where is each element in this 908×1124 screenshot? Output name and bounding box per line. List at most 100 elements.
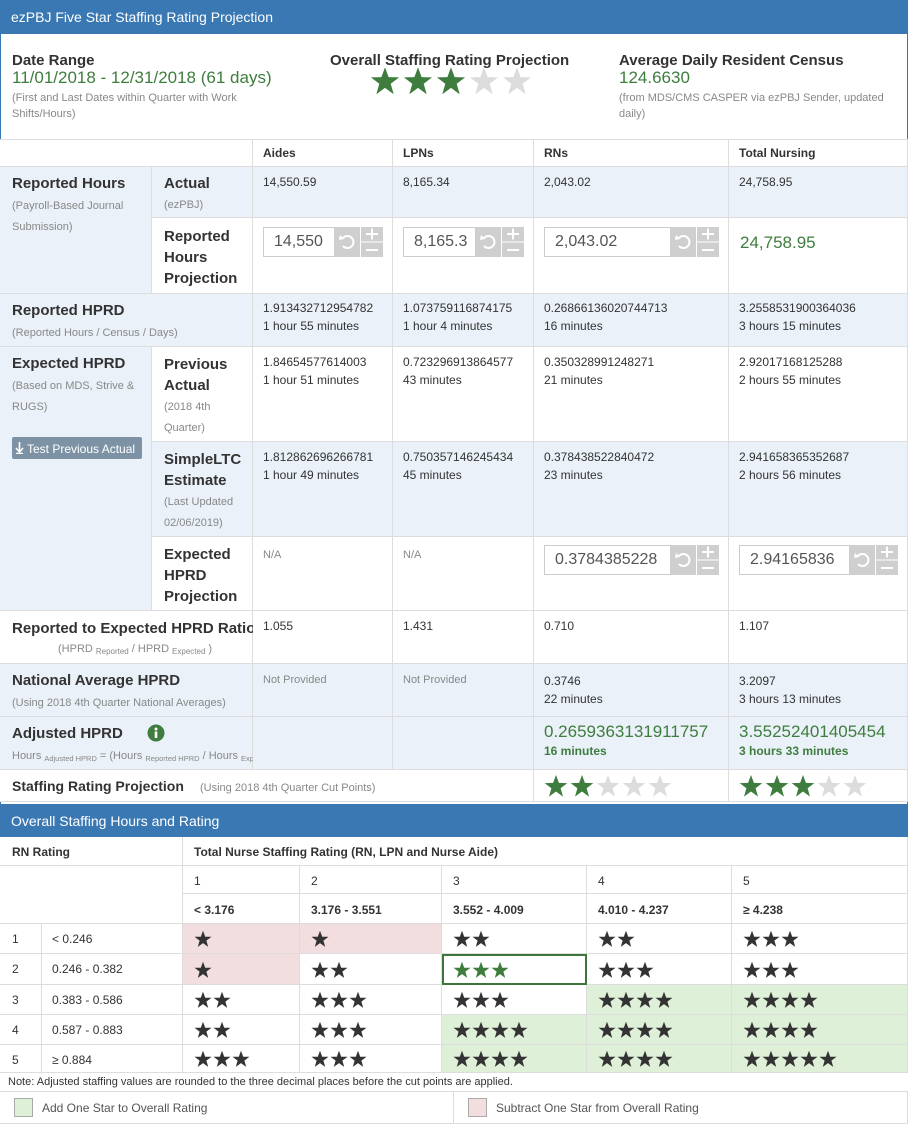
text: Not Provided xyxy=(263,674,327,686)
star xyxy=(800,1050,818,1067)
star xyxy=(843,775,867,797)
text: 2 hours 55 minutes xyxy=(739,373,842,387)
text: 4 xyxy=(598,874,605,888)
spinner-buttons[interactable] xyxy=(335,227,383,257)
star xyxy=(617,930,635,947)
star xyxy=(762,1021,780,1038)
star xyxy=(598,1050,616,1067)
divider xyxy=(0,139,908,140)
table-cell xyxy=(534,347,729,442)
text: 8,165.34 xyxy=(403,175,450,189)
text: = (Hours xyxy=(99,750,143,762)
star xyxy=(739,775,763,797)
text: 1.913432712954782 xyxy=(263,301,374,315)
input-field[interactable]: 2,043.02 xyxy=(544,227,671,257)
table-cell xyxy=(393,717,534,770)
text: 3 xyxy=(12,993,19,1007)
star xyxy=(472,961,490,978)
star xyxy=(743,991,761,1008)
table-cell xyxy=(0,837,183,866)
table-cell xyxy=(729,717,908,770)
star xyxy=(349,1050,367,1067)
spinner-buttons[interactable] xyxy=(476,227,524,257)
star xyxy=(472,1050,490,1067)
star xyxy=(781,930,799,947)
star xyxy=(213,991,231,1008)
table-cell xyxy=(454,1092,908,1124)
table-cell xyxy=(534,294,729,347)
star xyxy=(598,991,616,1008)
text: Actual xyxy=(164,175,210,192)
star xyxy=(194,991,212,1008)
text: 0.723296913864577 xyxy=(403,355,514,369)
text: (Last Updated 02/06/2019) xyxy=(164,496,234,529)
star xyxy=(743,1021,761,1038)
star xyxy=(194,930,212,947)
input-field[interactable]: 2.94165836 xyxy=(739,545,850,575)
text: 3.176 - 3.551 xyxy=(311,903,382,917)
table-cell xyxy=(732,954,908,985)
text: RNs xyxy=(544,146,569,160)
text: 1 hour 49 minutes xyxy=(263,468,360,482)
text: Adjusted HPRD xyxy=(12,725,123,742)
star xyxy=(453,1050,471,1067)
text: (Payroll-Based Journal Submission) xyxy=(12,200,124,233)
subscript: Expected xyxy=(172,647,206,656)
star xyxy=(617,961,635,978)
table-cell xyxy=(729,294,908,347)
star xyxy=(436,67,466,95)
star xyxy=(453,1021,471,1038)
star xyxy=(636,1050,654,1067)
table-cell xyxy=(253,442,393,537)
text: Reported Hours xyxy=(12,175,126,192)
star xyxy=(781,1021,799,1038)
star xyxy=(598,1021,616,1038)
table-cell xyxy=(152,537,253,611)
table-cell xyxy=(0,347,152,611)
text: 3 hours 33 minutes xyxy=(739,744,849,758)
text: Add One Star to Overall Rating xyxy=(42,1101,208,1115)
text: 3.552 - 4.009 xyxy=(453,903,524,917)
text: Hours xyxy=(12,750,42,762)
text: (HPRD xyxy=(58,643,93,655)
spinner-buttons[interactable] xyxy=(850,545,898,575)
table-cell xyxy=(732,1045,908,1073)
star xyxy=(370,67,400,95)
text: 3.55252401405454 xyxy=(739,722,886,741)
text: Total Nurse Staffing Rating (RN, LPN and… xyxy=(194,845,499,859)
input-field[interactable]: 8,165.3 xyxy=(403,227,476,257)
spinner-buttons[interactable] xyxy=(671,545,719,575)
text: / HPRD xyxy=(131,643,170,655)
text: Not Provided xyxy=(403,674,467,686)
table-cell xyxy=(253,167,393,218)
text: Note: Adjusted staffing values are round… xyxy=(8,1076,513,1088)
text: 1 hour 51 minutes xyxy=(263,373,360,387)
text: 0.350328991248271 xyxy=(544,355,655,369)
table-cell xyxy=(393,347,534,442)
star xyxy=(762,930,780,947)
legend-swatch xyxy=(468,1098,487,1117)
table-cell xyxy=(732,924,908,954)
star xyxy=(743,961,761,978)
text: Expected HPRD xyxy=(12,355,126,372)
text: 0.2659363131911757 xyxy=(544,722,709,741)
star xyxy=(194,1021,212,1038)
text: 1.107 xyxy=(739,619,770,633)
star xyxy=(213,1050,231,1067)
input-field[interactable]: 0.3784385228 xyxy=(544,545,671,575)
spinner-buttons[interactable] xyxy=(671,227,719,257)
text: 1.84654577614003 xyxy=(263,355,367,369)
selected-cell xyxy=(442,954,587,985)
star xyxy=(469,67,499,95)
text: Aides xyxy=(263,146,296,160)
table-cell xyxy=(0,717,253,770)
input-field[interactable]: 14,550 xyxy=(263,227,335,257)
star xyxy=(510,1021,528,1038)
text: 3 hours 13 minutes xyxy=(739,692,842,706)
table-cell xyxy=(534,664,729,717)
button-bg[interactable] xyxy=(12,437,142,459)
info-icon xyxy=(147,724,165,742)
table-cell xyxy=(0,1073,908,1092)
panel-header: Overall Staffing Hours and Rating xyxy=(0,805,908,837)
